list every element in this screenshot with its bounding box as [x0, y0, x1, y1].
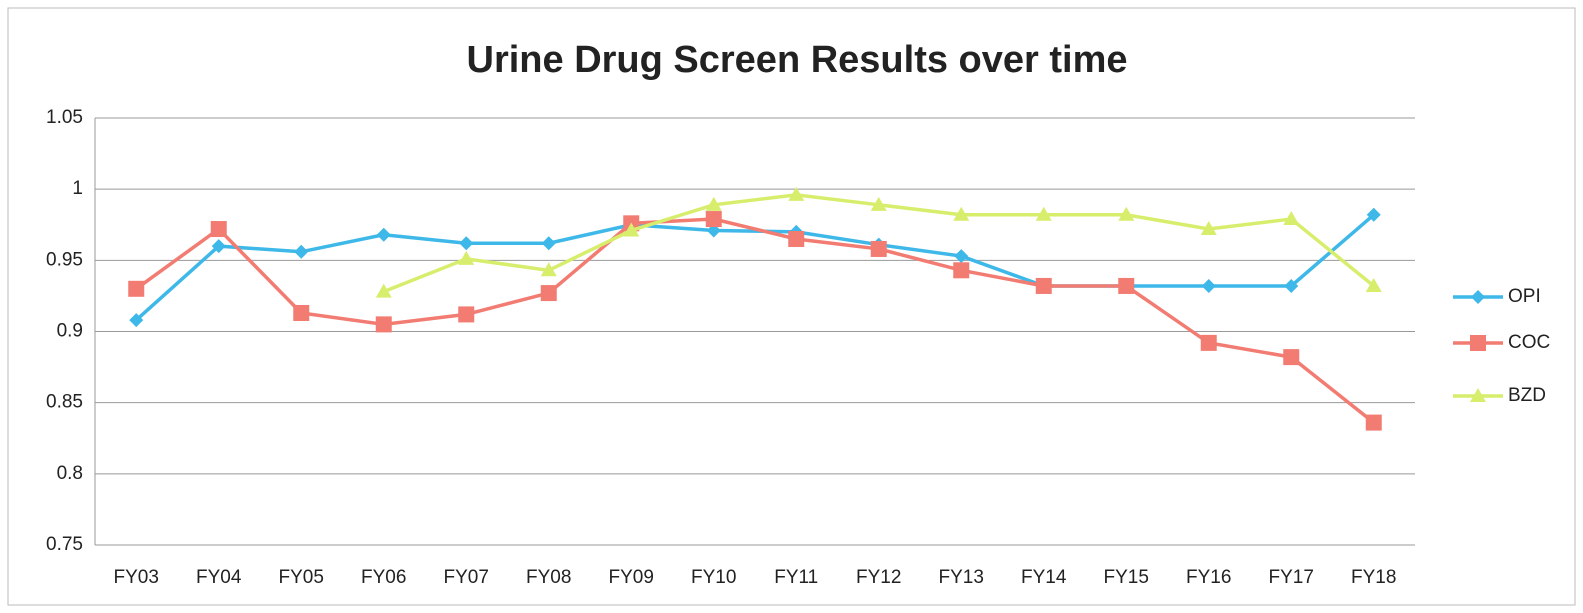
marker [540, 285, 557, 302]
x-tick-label: FY11 [774, 567, 818, 588]
marker [294, 244, 309, 259]
x-tick-label: FY10 [691, 567, 736, 588]
x-tick-label: FY13 [939, 567, 984, 588]
marker [1366, 207, 1381, 222]
marker [1035, 277, 1052, 294]
x-tick-label: FY16 [1186, 567, 1231, 588]
x-tick-label: FY15 [1104, 567, 1149, 588]
legend-label: BZD [1508, 385, 1546, 406]
marker [953, 206, 970, 221]
marker [870, 240, 887, 257]
marker [376, 227, 391, 242]
x-tick-label: FY05 [279, 567, 324, 588]
x-tick-label: FY06 [361, 567, 406, 588]
marker [1283, 349, 1300, 366]
marker [870, 196, 887, 211]
marker [211, 239, 226, 254]
x-tick-label: FY12 [856, 567, 901, 588]
marker [1035, 206, 1052, 221]
marker [1283, 211, 1300, 226]
marker [541, 236, 556, 251]
marker [953, 262, 970, 279]
series-line [135, 217, 1375, 424]
marker [1118, 277, 1135, 294]
marker [1470, 335, 1486, 351]
marker [540, 262, 557, 277]
marker [375, 283, 392, 298]
marker [788, 230, 805, 247]
marker [459, 236, 474, 251]
y-tick-label: 0.85 [46, 392, 83, 413]
marker [129, 313, 144, 328]
y-tick-label: 1 [72, 178, 83, 199]
x-tick-label: FY09 [609, 567, 654, 588]
marker [293, 304, 310, 321]
y-tick-label: 0.75 [46, 534, 83, 555]
marker [1118, 206, 1135, 221]
marker [458, 306, 475, 323]
x-tick-label: FY14 [1021, 567, 1067, 588]
marker [1200, 221, 1217, 236]
chart-border [7, 7, 1576, 606]
marker [705, 196, 722, 211]
legend-label: OPI [1508, 286, 1541, 307]
y-tick-label: 0.95 [46, 249, 83, 270]
x-tick-label: FY18 [1351, 567, 1396, 588]
series-line [135, 213, 1375, 322]
marker [1365, 277, 1382, 292]
marker [788, 186, 805, 201]
marker [1284, 278, 1299, 293]
x-tick-label: FY04 [196, 567, 242, 588]
marker [375, 316, 392, 333]
marker [623, 222, 640, 237]
y-tick-label: 1.05 [46, 107, 83, 128]
marker [954, 249, 969, 264]
marker [1365, 414, 1382, 431]
marker [210, 221, 227, 238]
marker [1200, 334, 1217, 351]
x-tick-label: FY07 [444, 567, 489, 588]
y-tick-label: 0.9 [57, 321, 83, 342]
marker [458, 250, 475, 265]
x-tick-label: FY08 [526, 567, 571, 588]
chart-title: Urine Drug Screen Results over time [467, 39, 1128, 81]
marker [705, 211, 722, 228]
y-tick-label: 0.8 [57, 463, 83, 484]
x-tick-label: FY03 [114, 567, 159, 588]
marker [1470, 388, 1486, 402]
x-tick-label: FY17 [1269, 567, 1314, 588]
marker [128, 280, 145, 297]
marker [1471, 290, 1485, 304]
marker [1201, 278, 1216, 293]
legend-label: COC [1508, 332, 1550, 353]
